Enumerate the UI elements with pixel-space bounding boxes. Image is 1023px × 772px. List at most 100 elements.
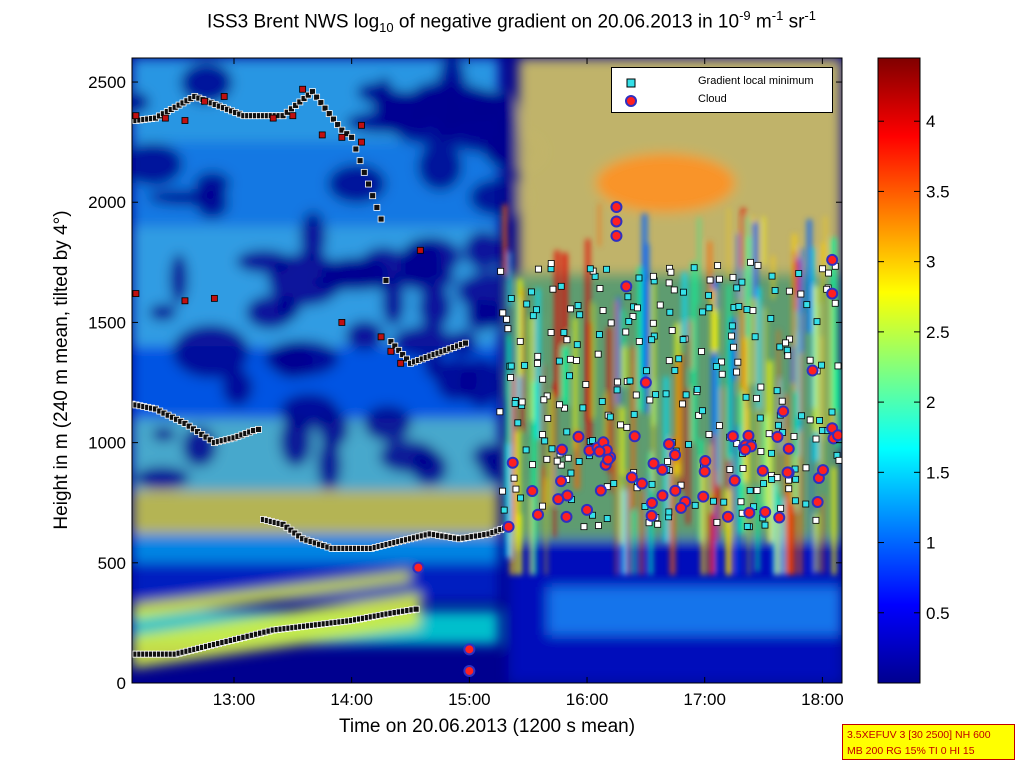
- cloud-marker: [581, 503, 594, 516]
- gradient-minimum-marker: [514, 419, 522, 427]
- gradient-minimum-marker: [635, 338, 643, 345]
- gradient-minimum-marker: [334, 121, 342, 129]
- y-tick-label: 1000: [88, 434, 126, 453]
- gradient-minimum-marker: [399, 351, 407, 359]
- gradient-minimum-marker: [649, 319, 657, 327]
- gradient-minimum-marker: [529, 461, 536, 469]
- gradient-minimum-marker: [511, 400, 519, 407]
- cloud-marker: [721, 510, 734, 523]
- gradient-minimum-marker: [356, 157, 364, 165]
- gradient-minimum-marker: [649, 272, 657, 280]
- gradient-minimum-marker: [728, 332, 735, 340]
- gradient-minimum-marker: [560, 329, 568, 336]
- gradient-minimum-marker: [675, 355, 683, 363]
- gradient-minimum-marker: [573, 357, 580, 364]
- infobox-line: 3.5XEFUV 3 [30 2500] NH 600: [847, 729, 991, 741]
- gradient-minimum-marker: [596, 285, 604, 292]
- gradient-minimum-marker: [358, 138, 365, 146]
- gradient-minimum-marker: [369, 192, 377, 200]
- cloud-marker: [781, 466, 794, 479]
- gradient-minimum-marker: [564, 454, 572, 462]
- colorbar-axis: 0.5 1 1.5 2 2.5 3 3.5 4: [878, 112, 950, 623]
- circle-marker-icon: [625, 95, 637, 107]
- cloud-marker: [669, 448, 682, 461]
- gradient-minimum-marker: [715, 422, 723, 429]
- gradient-minimum-marker: [670, 286, 678, 294]
- gradient-minimum-marker: [496, 408, 504, 416]
- cloud-marker: [610, 215, 623, 228]
- x-tick-label: 16:00: [566, 690, 609, 709]
- gradient-minimum-marker: [768, 476, 776, 483]
- gradient-minimum-marker: [767, 315, 775, 322]
- gradient-minimum-marker: [539, 431, 546, 438]
- cloud-marker: [635, 477, 648, 490]
- gradient-minimum-marker: [522, 446, 530, 454]
- cloud-marker: [663, 438, 676, 451]
- y-tick-label: 500: [98, 554, 126, 573]
- gradient-minimum-marker: [654, 520, 662, 528]
- gradient-minimum-marker: [599, 307, 607, 314]
- cloud-marker: [602, 453, 615, 466]
- gradient-minimum-marker: [712, 363, 720, 370]
- gradient-minimum-marker: [626, 377, 634, 385]
- gradient-minimum-marker: [812, 516, 820, 524]
- gradient-minimum-marker: [667, 268, 675, 276]
- gradient-minimum-marker: [523, 300, 531, 308]
- gradient-minimum-marker: [603, 515, 611, 522]
- cloud-marker: [552, 493, 565, 506]
- gradient-minimum-marker: [504, 325, 512, 333]
- gradient-minimum-marker: [610, 480, 618, 487]
- gradient-minimum-marker: [742, 393, 750, 401]
- gradient-minimum-marker: [395, 346, 403, 354]
- gradient-minimum-marker: [774, 421, 782, 429]
- gradient-minimum-marker: [325, 110, 333, 118]
- gradient-minimum-marker: [664, 458, 671, 465]
- cloud-marker: [620, 280, 633, 293]
- y-tick-label: 2500: [88, 73, 126, 92]
- gradient-minimum-marker: [695, 411, 703, 419]
- gradient-minimum-marker: [289, 112, 297, 120]
- gradient-minimum-marker: [313, 93, 321, 101]
- gradient-minimum-marker: [132, 112, 140, 120]
- gradient-minimum-marker: [309, 88, 316, 96]
- gradient-minimum-marker: [507, 374, 514, 381]
- gradient-minimum-marker: [279, 112, 287, 120]
- gradient-minimum-marker: [539, 502, 546, 510]
- gradient-minimum-marker: [802, 500, 810, 508]
- gradient-minimum-marker: [566, 355, 574, 363]
- gradient-minimum-marker: [634, 304, 641, 312]
- gradient-minimum-marker: [668, 327, 676, 334]
- gradient-minimum-marker: [575, 458, 583, 465]
- gradient-minimum-marker: [690, 264, 698, 272]
- gradient-minimum-marker: [589, 437, 596, 444]
- gradient-minimum-marker: [825, 269, 832, 277]
- heatmap-field: [132, 58, 842, 683]
- gradient-minimum-marker: [816, 417, 824, 424]
- gradient-minimum-marker: [534, 265, 542, 273]
- cloud-marker: [628, 430, 641, 443]
- gradient-minimum-marker: [795, 270, 803, 277]
- gradient-minimum-marker: [547, 329, 555, 336]
- gradient-minimum-marker: [785, 287, 793, 295]
- cloud-marker: [782, 442, 795, 455]
- x-tick-label: 13:00: [213, 690, 256, 709]
- cloud-marker: [826, 253, 839, 266]
- cloud-marker: [675, 501, 688, 514]
- gradient-minimum-marker: [512, 485, 520, 493]
- gradient-minimum-marker: [792, 475, 800, 483]
- gradient-minimum-marker: [693, 385, 701, 393]
- gradient-minimum-marker: [629, 313, 637, 320]
- gradient-minimum-marker: [382, 276, 390, 284]
- gradient-minimum-marker: [726, 466, 734, 473]
- cloud-marker: [832, 429, 842, 442]
- legend-entry-cloud: Cloud: [612, 90, 832, 108]
- cloud-marker: [743, 506, 756, 519]
- gradient-minimum-marker: [835, 456, 842, 464]
- gradient-minimum-marker: [521, 361, 528, 369]
- gradient-minimum-marker: [518, 398, 526, 406]
- cloud-marker: [771, 430, 784, 443]
- gradient-minimum-marker: [706, 276, 714, 284]
- gradient-minimum-marker: [831, 299, 839, 307]
- gradient-minimum-marker: [343, 130, 351, 138]
- gradient-minimum-marker: [557, 461, 565, 469]
